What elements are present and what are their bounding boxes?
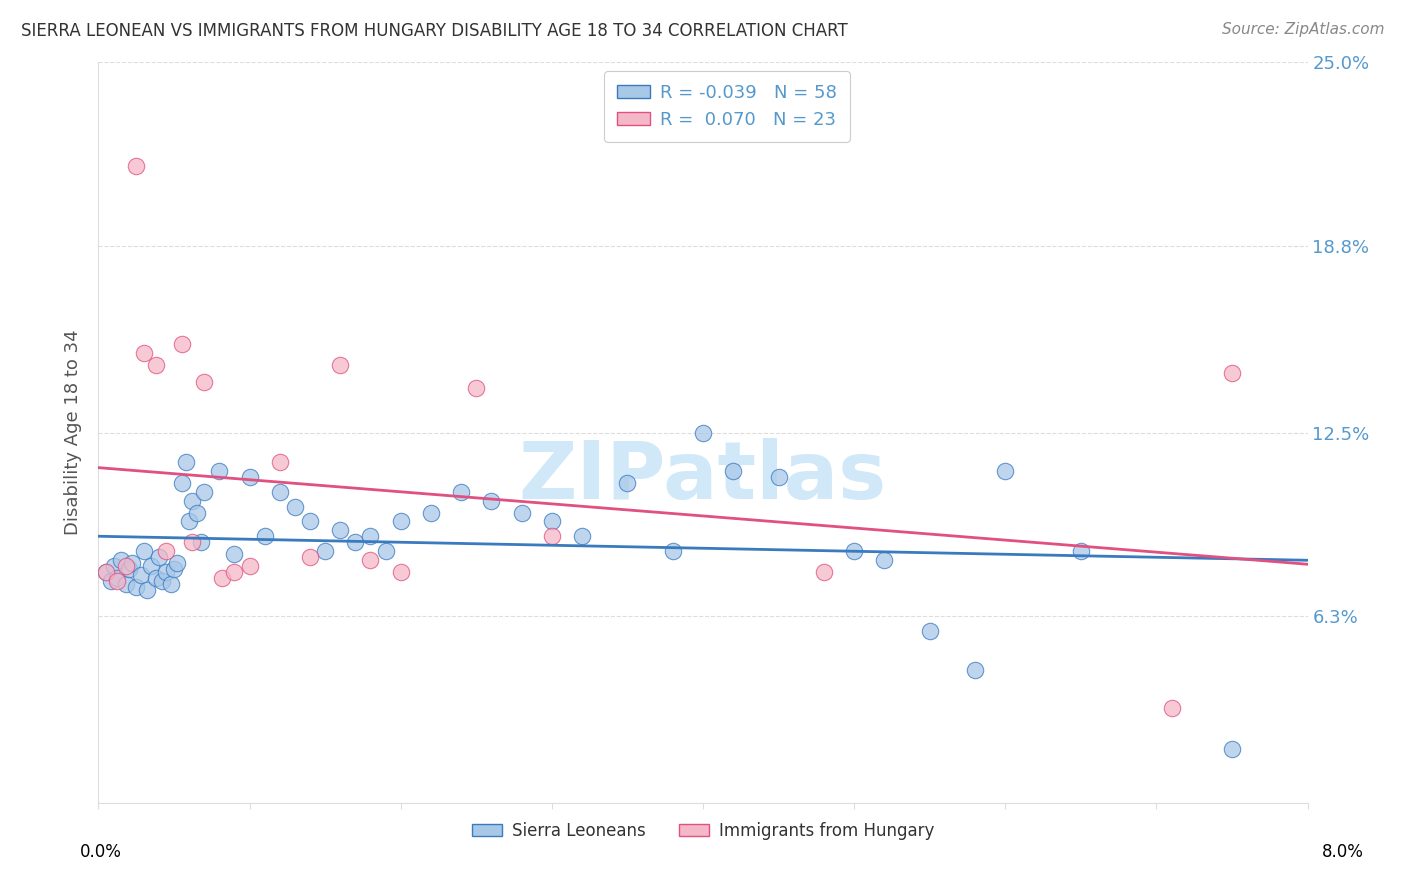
Point [420,506,443,520]
Point [110,553,132,567]
Point [269,484,291,499]
Point [174,455,197,469]
Point [329,358,352,372]
Point [571,529,593,543]
Point [360,529,382,543]
Point [211,571,233,585]
Point [510,506,533,520]
Point [125,580,148,594]
Point [150,574,173,588]
Point [129,567,152,582]
Point [374,544,396,558]
Text: Source: ZipAtlas.com: Source: ZipAtlas.com [1222,22,1385,37]
Point [145,571,167,585]
Point [481,493,503,508]
Point [269,455,291,469]
Point [465,381,488,395]
Point [181,493,204,508]
Point [114,558,136,573]
Point [190,535,212,549]
Text: 8.0%: 8.0% [1322,843,1364,861]
Point [994,464,1017,478]
Point [813,565,835,579]
Point [873,553,896,567]
Point [661,544,683,558]
Point [100,574,122,588]
Point [105,574,128,588]
Point [692,425,714,440]
Point [314,544,336,558]
Point [193,376,215,390]
Point [125,159,148,173]
Point [1160,701,1182,715]
Point [360,553,382,567]
Point [94,565,117,579]
Point [114,576,136,591]
Point [723,464,745,478]
Point [141,558,163,573]
Point [844,544,866,558]
Point [160,576,183,591]
Point [94,565,117,579]
Legend: Sierra Leoneans, Immigrants from Hungary: Sierra Leoneans, Immigrants from Hungary [465,815,941,847]
Point [121,556,143,570]
Point [118,562,141,576]
Point [253,529,276,543]
Point [1220,367,1243,381]
Point [181,535,204,549]
Point [155,544,177,558]
Point [208,464,231,478]
Point [389,515,412,529]
Point [1070,544,1092,558]
Point [132,544,155,558]
Point [135,582,157,597]
Point [540,515,562,529]
Point [329,524,352,538]
Point [918,624,941,638]
Point [170,475,193,490]
Point [193,484,215,499]
Point [965,663,987,677]
Text: SIERRA LEONEAN VS IMMIGRANTS FROM HUNGARY DISABILITY AGE 18 TO 34 CORRELATION CH: SIERRA LEONEAN VS IMMIGRANTS FROM HUNGAR… [21,22,848,40]
Text: 0.0%: 0.0% [80,843,122,861]
Point [166,556,188,570]
Y-axis label: Disability Age 18 to 34: Disability Age 18 to 34 [65,330,83,535]
Point [616,475,638,490]
Point [186,506,208,520]
Point [768,470,790,484]
Point [450,484,472,499]
Point [103,558,125,573]
Point [540,529,562,543]
Point [299,549,322,564]
Point [179,515,201,529]
Point [239,558,262,573]
Point [148,549,170,564]
Point [163,562,186,576]
Point [1220,742,1243,756]
Point [224,565,246,579]
Text: ZIPatlas: ZIPatlas [519,438,887,516]
Point [224,547,246,561]
Point [145,358,167,372]
Point [155,565,177,579]
Point [105,571,128,585]
Point [170,336,193,351]
Point [132,345,155,359]
Point [299,515,322,529]
Point [389,565,412,579]
Point [284,500,307,514]
Point [344,535,367,549]
Point [239,470,262,484]
